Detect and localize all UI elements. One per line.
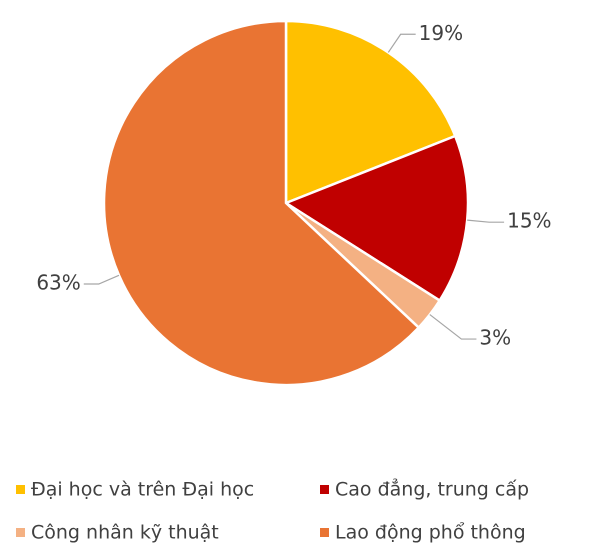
leader-line [387,33,416,53]
data-label: 3% [479,326,511,350]
legend-swatch [320,485,329,494]
legend-label: Đại học và trên Đại học [31,479,254,501]
legend-swatch [320,528,329,537]
legend-label: Cao đẳng, trung cấp [335,478,529,501]
legend-swatch [16,528,25,537]
pie-slice [283,134,470,303]
data-label: 19% [419,21,463,45]
pie-slice [102,19,421,387]
pie-slice [284,19,457,205]
legend-label: Công nhân kỹ thuật [31,522,219,544]
leader-line [429,314,477,340]
data-label: 63% [36,271,80,295]
legend-swatch [16,485,25,494]
leader-line [83,274,120,285]
data-label: 15% [507,209,551,233]
leader-line [467,219,505,223]
legend-label: Lao động phổ thông [335,522,526,544]
